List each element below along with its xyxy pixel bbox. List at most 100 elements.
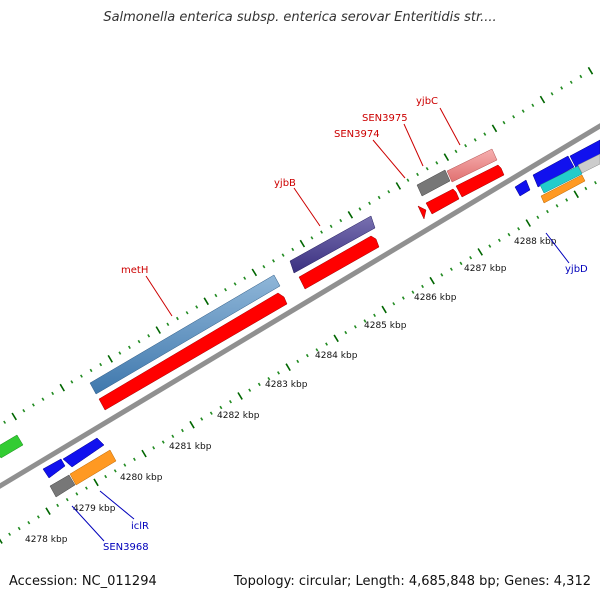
minor-tick	[358, 207, 362, 211]
accession-label: Accession: NC_011294	[9, 574, 157, 589]
gene-rev-gray-right[interactable]	[577, 153, 600, 174]
minor-tick	[440, 273, 444, 277]
minor-tick	[421, 284, 424, 289]
gene-label-SEN3974[interactable]: SEN3974	[334, 129, 380, 140]
minor-tick	[435, 161, 439, 165]
gene-rev-blue-left[interactable]	[62, 437, 105, 468]
tick-label: 4278 kbp	[25, 535, 68, 545]
minor-tick	[166, 322, 170, 326]
gene-label-SEN3968[interactable]: SEN3968	[103, 542, 149, 553]
forward-tick-row	[3, 66, 594, 424]
gene-iclR[interactable]	[69, 449, 117, 486]
minor-tick	[243, 276, 247, 280]
leader-SEN3968	[71, 505, 105, 542]
minor-tick	[555, 204, 559, 208]
tick-label: 4283 kbp	[265, 380, 308, 390]
minor-tick	[579, 74, 583, 79]
gene-metH[interactable]	[89, 274, 281, 395]
major-tick	[155, 326, 161, 334]
gene-labels: metH yjbB SEN3974 SEN3975 yjbC yjbD iclR…	[103, 96, 588, 553]
gene-yjbB[interactable]	[289, 215, 376, 274]
minor-tick	[565, 198, 569, 202]
gene-rev-blue-right[interactable]	[532, 155, 575, 188]
minor-tick	[118, 351, 122, 355]
leader-SEN3974	[372, 139, 406, 179]
minor-tick	[85, 486, 88, 490]
tick-label: 4282 kbp	[217, 411, 260, 421]
minor-tick	[27, 520, 31, 525]
major-tick	[59, 383, 65, 392]
minor-tick	[502, 120, 506, 125]
minor-tick	[368, 201, 371, 205]
major-tick	[539, 95, 546, 104]
gene-rev-blue-right-2[interactable]	[569, 139, 600, 169]
minor-tick	[181, 428, 184, 433]
leader-yjbB	[293, 187, 321, 227]
major-tick	[381, 305, 387, 314]
minor-tick	[233, 282, 237, 286]
minor-tick	[195, 305, 199, 309]
minor-tick	[483, 132, 487, 136]
gene-rev-small-right[interactable]	[514, 179, 531, 197]
gene-label-SEN3975[interactable]: SEN3975	[362, 113, 408, 124]
major-tick	[189, 420, 195, 429]
major-tick	[203, 297, 209, 306]
minor-tick	[99, 362, 103, 367]
minor-tick	[392, 302, 396, 306]
backbone-line	[0, 123, 600, 489]
minor-tick	[31, 403, 35, 407]
minor-tick	[3, 420, 7, 424]
minor-tick	[161, 440, 165, 444]
gene-green[interactable]	[0, 434, 24, 459]
gene-label-metH[interactable]: metH	[121, 265, 148, 276]
gene-SEN3968[interactable]	[49, 474, 76, 498]
gene-yjbC[interactable]	[446, 148, 498, 183]
cds-SEN3975[interactable]	[425, 188, 460, 215]
minor-tick	[281, 253, 285, 257]
gene-rev-small-left[interactable]	[42, 458, 66, 479]
leader-iclR	[99, 490, 135, 520]
minor-tick	[17, 526, 21, 531]
minor-tick	[291, 247, 295, 252]
leader-lines	[71, 107, 570, 542]
minor-tick	[546, 209, 549, 214]
minor-tick	[459, 261, 463, 266]
minor-tick	[8, 532, 12, 536]
minor-tick	[569, 80, 573, 84]
tick-label: 4281 kbp	[169, 442, 212, 452]
minor-tick	[473, 138, 477, 142]
minor-tick	[214, 293, 218, 298]
gene-label-iclR[interactable]: iclR	[131, 521, 149, 532]
minor-tick	[531, 103, 535, 107]
gene-SEN3975[interactable]	[416, 169, 451, 197]
minor-tick	[406, 178, 410, 182]
leader-yjbC	[439, 107, 461, 146]
gene-rev-orange-right[interactable]	[540, 174, 586, 204]
minor-tick	[464, 143, 468, 148]
major-tick	[45, 507, 51, 516]
leader-metH	[145, 275, 173, 317]
major-tick	[573, 190, 579, 199]
minor-tick	[339, 218, 343, 223]
gene-label-yjbC[interactable]: yjbC	[416, 96, 438, 107]
cds-yjbB[interactable]	[298, 235, 380, 290]
minor-tick	[75, 492, 79, 496]
cds-yjbC[interactable]	[455, 164, 505, 198]
minor-tick	[41, 397, 45, 401]
minor-tick	[209, 411, 213, 415]
cds-SEN3974[interactable]	[417, 205, 427, 220]
gene-label-yjbB[interactable]: yjbB	[274, 178, 296, 189]
map-title: Salmonella enterica subsp. enterica sero…	[103, 10, 497, 25]
minor-tick	[176, 316, 179, 321]
minor-tick	[497, 238, 501, 243]
minor-tick	[51, 391, 55, 396]
minor-tick	[70, 380, 74, 384]
minor-tick	[296, 359, 300, 364]
gene-label-yjbD[interactable]: yjbD	[565, 264, 588, 275]
minor-tick	[536, 215, 540, 219]
major-tick	[237, 392, 243, 400]
minor-tick	[517, 227, 521, 231]
gene-rev-cyan[interactable]	[539, 165, 583, 194]
cds-metH[interactable]	[98, 292, 288, 411]
